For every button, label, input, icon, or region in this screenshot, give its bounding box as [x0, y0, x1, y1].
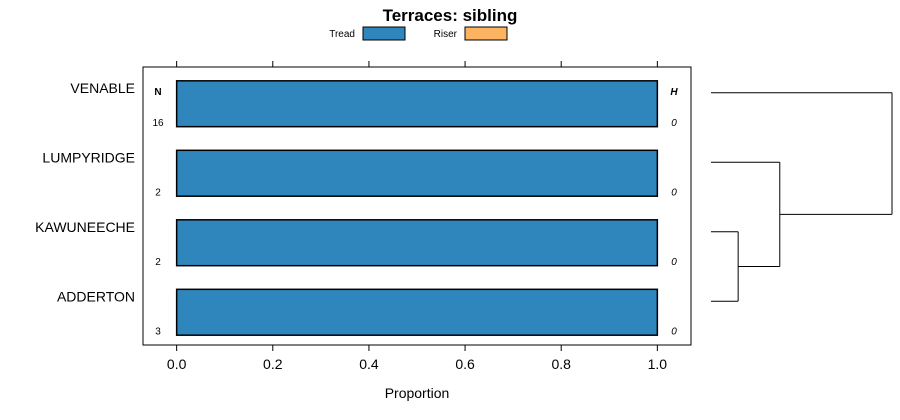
bar-kawuneeche-tread	[175, 219, 659, 267]
x-tick-label: 0.0	[167, 356, 187, 372]
plot-frame	[142, 66, 692, 346]
bars	[175, 80, 659, 336]
n-value-adderton: 3	[155, 326, 161, 337]
bar-lumpyridge-tread	[175, 149, 659, 197]
n-value-venable: 16	[152, 118, 164, 129]
category-label-kawuneeche: KAWUNEECHE	[35, 219, 135, 235]
stats-columns: N H 16 0 2 0 2 0 3 0	[152, 87, 678, 337]
category-label-venable: VENABLE	[70, 80, 135, 96]
bar-adderton-tread	[175, 288, 659, 336]
legend-label-riser: Riser	[434, 29, 458, 40]
chart-title: Terraces: sibling	[383, 6, 518, 25]
n-column-header: N	[154, 87, 161, 98]
h-value-kawuneeche: 0	[671, 257, 677, 268]
h-value-lumpyridge: 0	[671, 187, 677, 198]
x-tick-label: 0.8	[551, 356, 571, 372]
x-tick-label: 0.4	[359, 356, 379, 372]
dendrogram	[711, 92, 893, 302]
category-labels: VENABLE LUMPYRIDGE KAWUNEECHE ADDERTON	[35, 80, 135, 305]
h-value-venable: 0	[671, 118, 677, 129]
legend-swatch-riser	[464, 26, 508, 41]
legend: Tread Riser	[329, 26, 508, 41]
h-value-adderton: 0	[671, 326, 677, 337]
x-tick-label: 1.0	[648, 356, 668, 372]
h-column-header: H	[670, 87, 678, 98]
bar-venable-tread	[175, 80, 659, 128]
legend-label-tread: Tread	[329, 29, 355, 40]
category-label-adderton: ADDERTON	[57, 288, 135, 304]
n-value-kawuneeche: 2	[155, 257, 161, 268]
x-axis-title: Proportion	[385, 385, 450, 401]
x-tick-label: 0.6	[455, 356, 475, 372]
legend-swatch-tread	[362, 26, 406, 41]
x-tick-label: 0.2	[263, 356, 283, 372]
n-value-lumpyridge: 2	[155, 187, 161, 198]
x-axis: 0.0 0.2 0.4 0.6 0.8 1.0	[167, 61, 667, 372]
category-label-lumpyridge: LUMPYRIDGE	[42, 149, 135, 165]
